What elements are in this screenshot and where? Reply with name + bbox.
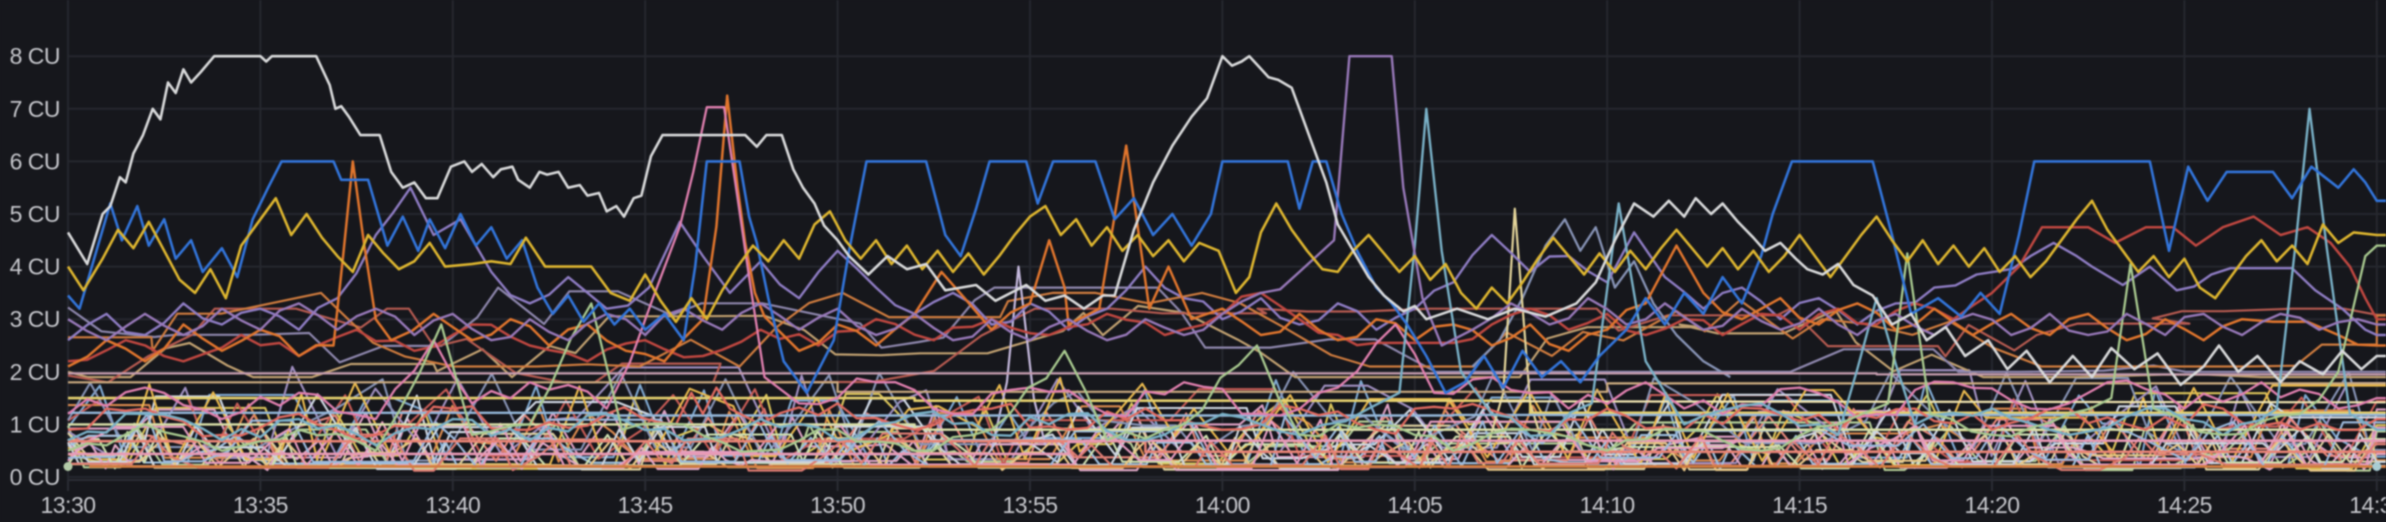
svg-text:1 CU: 1 CU xyxy=(10,411,60,437)
svg-text:14:30: 14:30 xyxy=(2349,492,2386,518)
svg-text:6 CU: 6 CU xyxy=(10,148,60,174)
svg-text:13:55: 13:55 xyxy=(1002,492,1057,518)
svg-text:7 CU: 7 CU xyxy=(10,96,60,122)
svg-text:2 CU: 2 CU xyxy=(10,359,60,385)
svg-text:14:20: 14:20 xyxy=(1964,492,2019,518)
svg-text:13:40: 13:40 xyxy=(425,492,480,518)
svg-text:14:10: 14:10 xyxy=(1580,492,1635,518)
svg-text:3 CU: 3 CU xyxy=(10,306,60,332)
svg-text:0 CU: 0 CU xyxy=(10,464,60,490)
svg-text:5 CU: 5 CU xyxy=(10,201,60,227)
svg-text:14:00: 14:00 xyxy=(1195,492,1250,518)
svg-text:4 CU: 4 CU xyxy=(10,254,60,280)
svg-text:13:35: 13:35 xyxy=(233,492,288,518)
svg-text:14:25: 14:25 xyxy=(2157,492,2212,518)
svg-text:13:45: 13:45 xyxy=(618,492,673,518)
svg-text:14:05: 14:05 xyxy=(1387,492,1442,518)
svg-text:14:15: 14:15 xyxy=(1772,492,1827,518)
svg-text:13:30: 13:30 xyxy=(40,492,95,518)
svg-text:8 CU: 8 CU xyxy=(10,43,60,69)
svg-text:13:50: 13:50 xyxy=(810,492,865,518)
